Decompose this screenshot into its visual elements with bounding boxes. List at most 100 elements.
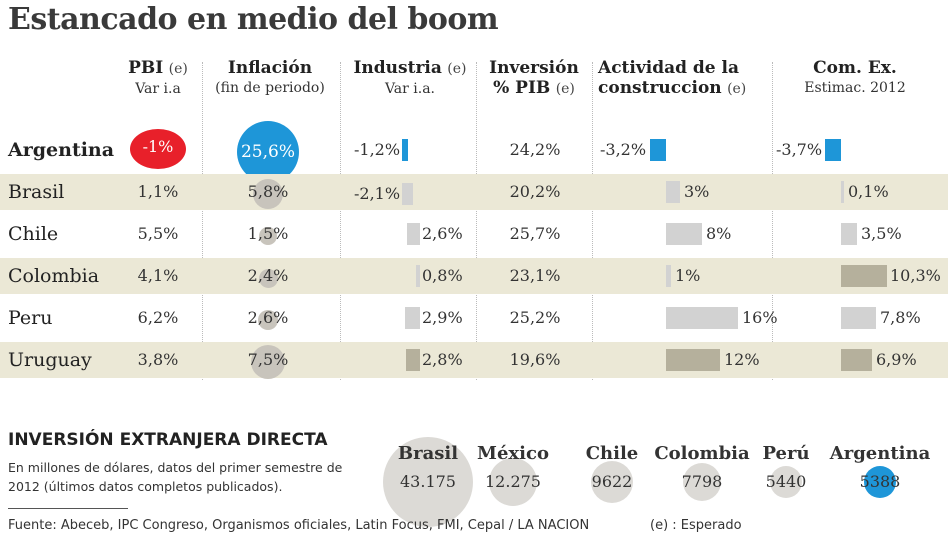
industria-bar	[402, 183, 413, 205]
fdi-value: 5388	[859, 472, 901, 491]
inversion-value: 25,2%	[509, 308, 561, 327]
header-inflacion-sub: (fin de periodo)	[215, 80, 325, 96]
construccion-value: -3,2%	[600, 140, 647, 159]
industria-bar	[407, 223, 420, 245]
header-construccion-line1: Actividad de la	[598, 58, 739, 78]
header-construccion-line2: construccion	[598, 78, 722, 98]
inflacion-value: 1,5%	[247, 224, 289, 243]
header-industria-sub: Var i.a.	[384, 81, 436, 97]
inflacion-value: 7,5%	[247, 350, 289, 369]
header-pbi-suffix: (e)	[168, 61, 188, 77]
pbi-value: 1,1%	[137, 182, 179, 201]
construccion-value: 8%	[706, 224, 732, 243]
fdi-bubble	[683, 463, 721, 501]
header-comex-name: Com. Ex.	[813, 58, 897, 78]
comex-value: 0,1%	[848, 182, 889, 201]
construccion-bar	[666, 223, 702, 245]
construccion-value: 12%	[724, 350, 760, 369]
inflacion-bubble	[237, 121, 299, 183]
header-construccion-suffix: (e)	[727, 81, 747, 97]
inflacion-bubble	[251, 345, 285, 379]
header-pbi-sub: Var i.a	[135, 81, 181, 97]
country-label: Uruguay	[8, 349, 92, 371]
country-label: Peru	[8, 307, 53, 329]
table-row: Uruguay 3,8% 7,5% 2,8% 19,6% 12% 6,9%	[0, 342, 948, 379]
inflacion-bubble	[253, 179, 283, 209]
pbi-value: 5,5%	[137, 224, 179, 243]
chart-title: Estancado en medio del boom	[8, 2, 499, 37]
fdi-bubble	[864, 466, 896, 498]
pbi-value: 4,1%	[137, 266, 179, 285]
comex-bar	[841, 265, 887, 287]
pbi-value: -1%	[142, 137, 174, 156]
fdi-country: Perú	[762, 443, 810, 464]
fdi-bubble	[383, 437, 473, 527]
comex-value: -3,7%	[776, 140, 823, 159]
pbi-value: 3,8%	[137, 350, 179, 369]
inversion-value: 20,2%	[509, 182, 561, 201]
fdi-country: Chile	[585, 443, 639, 464]
inversion-value: 19,6%	[509, 350, 561, 369]
country-label: Colombia	[8, 265, 100, 287]
header-inflacion: Inflación (fin de periodo)	[205, 58, 335, 98]
construccion-bar	[666, 265, 671, 287]
fdi-bubble	[489, 458, 537, 506]
country-label: Brasil	[8, 181, 65, 203]
inflacion-bubble	[258, 310, 278, 330]
fdi-description: En millones de dólares, datos del primer…	[8, 460, 343, 494]
column-divider	[340, 62, 341, 380]
table-row: Chile 5,5% 1,5% 2,6% 25,7% 8% 3,5%	[0, 216, 948, 252]
inflacion-bubble	[259, 227, 277, 245]
comex-bar	[825, 139, 841, 161]
table-row: Peru 6,2% 2,6% 2,9% 25,2% 16% 7,8%	[0, 300, 948, 336]
industria-value: 0,8%	[422, 266, 463, 285]
fdi-value: 12.275	[485, 472, 541, 491]
header-inversion-line1: Inversión	[489, 58, 579, 78]
fdi-value: 9622	[591, 472, 633, 491]
industria-value: 2,9%	[422, 308, 463, 327]
table-row: Colombia 4,1% 2,4% 0,8% 23,1% 1% 10,3%	[0, 258, 948, 294]
construccion-value: 1%	[675, 266, 701, 285]
source-note: Fuente: Abeceb, IPC Congreso, Organismos…	[8, 518, 590, 533]
fdi-value: 43.175	[400, 472, 456, 491]
fdi-country: Colombia	[654, 443, 750, 464]
header-comex-sub: Estimac. 2012	[804, 80, 906, 96]
fdi-value: 5440	[765, 472, 807, 491]
table-row: Brasil 1,1% 5,8% -2,1% 20,2% 3% 0,1%	[0, 174, 948, 210]
industria-value: 2,8%	[422, 350, 463, 369]
comex-value: 3,5%	[861, 224, 902, 243]
comex-value: 10,3%	[890, 266, 941, 285]
column-divider	[592, 62, 593, 380]
construccion-bar	[650, 139, 666, 161]
inflacion-value: 5,8%	[247, 182, 289, 201]
header-inversion: Inversión % PIB (e)	[480, 58, 588, 99]
esperado-note: (e) : Esperado	[650, 518, 742, 533]
industria-bar	[402, 139, 408, 161]
comex-bar	[841, 181, 844, 203]
inversion-value: 24,2%	[509, 140, 561, 159]
construccion-value: 3%	[684, 182, 710, 201]
comex-bar	[841, 349, 872, 371]
header-inversion-line2: % PIB	[493, 78, 551, 98]
fdi-value: 7798	[681, 472, 723, 491]
fdi-rule	[8, 508, 128, 509]
header-pbi-name: PBI	[128, 58, 164, 78]
construccion-bar	[666, 349, 720, 371]
industria-value: -1,2%	[354, 140, 401, 159]
header-industria-suffix: (e)	[447, 61, 467, 77]
inflacion-value: 2,6%	[247, 308, 289, 327]
column-divider	[772, 62, 773, 380]
header-inflacion-name: Inflación	[227, 58, 313, 78]
comex-value: 7,8%	[880, 308, 921, 327]
fdi-bubble	[591, 461, 633, 503]
country-label: Chile	[8, 223, 59, 245]
industria-value: 2,6%	[422, 224, 463, 243]
header-industria: Industria (e) Var i.a.	[346, 58, 474, 99]
comex-bar	[841, 307, 876, 329]
country-label: Argentina	[8, 139, 115, 161]
construccion-bar	[666, 307, 738, 329]
inversion-value: 23,1%	[509, 266, 561, 285]
industria-bar	[416, 265, 420, 287]
fdi-title: INVERSIÓN EXTRANJERA DIRECTA	[8, 430, 328, 450]
pbi-value: 6,2%	[137, 308, 179, 327]
